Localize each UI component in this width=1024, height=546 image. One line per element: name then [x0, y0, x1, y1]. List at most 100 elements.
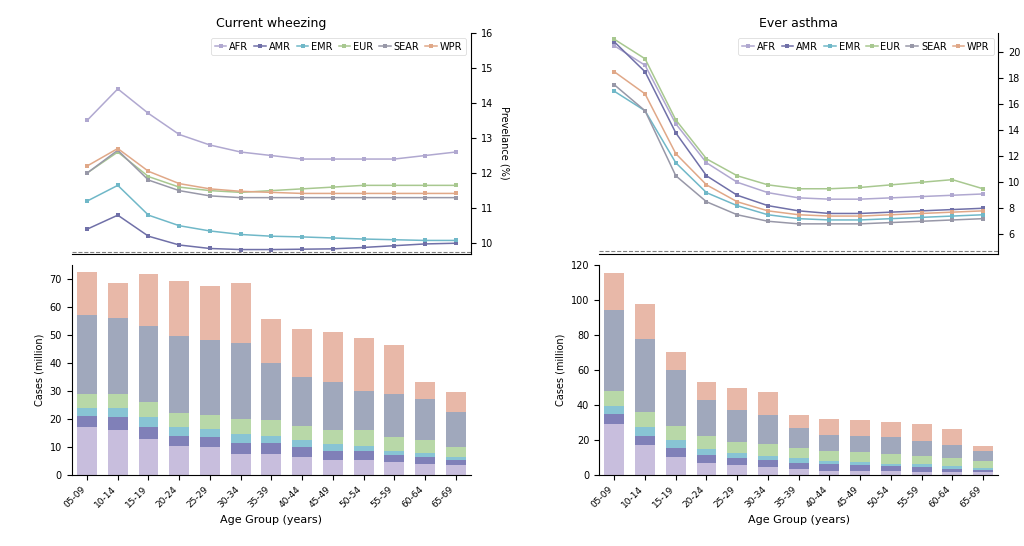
Bar [696, 455, 717, 463]
Bar [850, 462, 870, 465]
SEAR [357, 194, 370, 201]
WPR [296, 190, 308, 197]
Bar [666, 352, 686, 370]
WPR [793, 211, 805, 218]
Bar [261, 319, 282, 363]
Bar [788, 448, 809, 458]
AFR [608, 43, 621, 49]
Bar [77, 408, 97, 416]
Line: AFR: AFR [612, 44, 985, 201]
EMR [450, 237, 462, 244]
Bar [169, 436, 189, 446]
Bar [261, 454, 282, 475]
AMR [81, 226, 93, 233]
EMR [357, 236, 370, 242]
Bar [292, 329, 312, 377]
Bar [973, 470, 993, 472]
Bar [261, 420, 282, 436]
Bar [323, 451, 343, 460]
WPR [327, 190, 339, 197]
Bar [973, 468, 993, 470]
Bar [200, 447, 220, 475]
SEAR [173, 187, 185, 194]
Bar [108, 394, 128, 408]
Bar [108, 408, 128, 418]
Line: SEAR: SEAR [85, 148, 458, 200]
Bar [696, 463, 717, 475]
SEAR [700, 199, 713, 205]
AMR [823, 210, 836, 217]
Bar [973, 461, 993, 468]
AMR [450, 240, 462, 246]
EMR [885, 215, 897, 222]
Line: WPR: WPR [612, 70, 985, 218]
Bar [415, 440, 435, 453]
WPR [112, 145, 124, 152]
Bar [819, 435, 840, 452]
Bar [727, 458, 748, 465]
Bar [169, 413, 189, 428]
Bar [200, 429, 220, 437]
EMR [670, 159, 682, 166]
EMR [823, 217, 836, 223]
AFR [265, 152, 278, 159]
EUR [885, 182, 897, 188]
Bar [911, 456, 932, 465]
EUR [670, 117, 682, 123]
Bar [911, 467, 932, 472]
SEAR [388, 194, 400, 201]
Bar [788, 428, 809, 448]
Bar [415, 399, 435, 440]
EUR [946, 176, 958, 183]
Bar [758, 456, 778, 460]
Bar [666, 440, 686, 448]
AFR [327, 156, 339, 162]
AFR [946, 192, 958, 199]
EUR [762, 182, 774, 188]
Bar [353, 391, 374, 430]
Bar [77, 394, 97, 408]
AMR [112, 212, 124, 218]
Bar [353, 451, 374, 460]
EUR [296, 186, 308, 192]
AFR [296, 156, 308, 162]
AFR [450, 149, 462, 155]
AFR [81, 117, 93, 124]
Bar [911, 424, 932, 441]
Title: Ever asthma: Ever asthma [759, 17, 839, 30]
AFR [700, 159, 713, 166]
AMR [388, 242, 400, 249]
AMR [296, 246, 308, 252]
AMR [204, 245, 216, 252]
EMR [762, 211, 774, 218]
Bar [788, 414, 809, 428]
EUR [450, 182, 462, 188]
AMR [762, 203, 774, 209]
EUR [639, 56, 651, 62]
WPR [885, 211, 897, 218]
Bar [727, 388, 748, 410]
EMR [327, 235, 339, 241]
Bar [942, 472, 963, 475]
EMR [608, 88, 621, 94]
EUR [977, 186, 989, 192]
AMR [419, 241, 431, 247]
EUR [731, 173, 743, 179]
Line: EUR: EUR [612, 37, 985, 191]
X-axis label: Age Group (years): Age Group (years) [220, 515, 323, 525]
WPR [450, 190, 462, 197]
Bar [881, 437, 901, 454]
X-axis label: Age Group (years): Age Group (years) [748, 515, 850, 525]
EUR [608, 36, 621, 43]
Bar [230, 419, 251, 434]
Line: AMR: AMR [612, 40, 985, 216]
Y-axis label: Cases (million): Cases (million) [34, 334, 44, 406]
Bar [200, 414, 220, 429]
Bar [788, 458, 809, 463]
AMR [234, 246, 247, 253]
AFR [419, 152, 431, 159]
Bar [881, 454, 901, 464]
Bar [415, 453, 435, 457]
AFR [885, 194, 897, 201]
Bar [819, 471, 840, 475]
